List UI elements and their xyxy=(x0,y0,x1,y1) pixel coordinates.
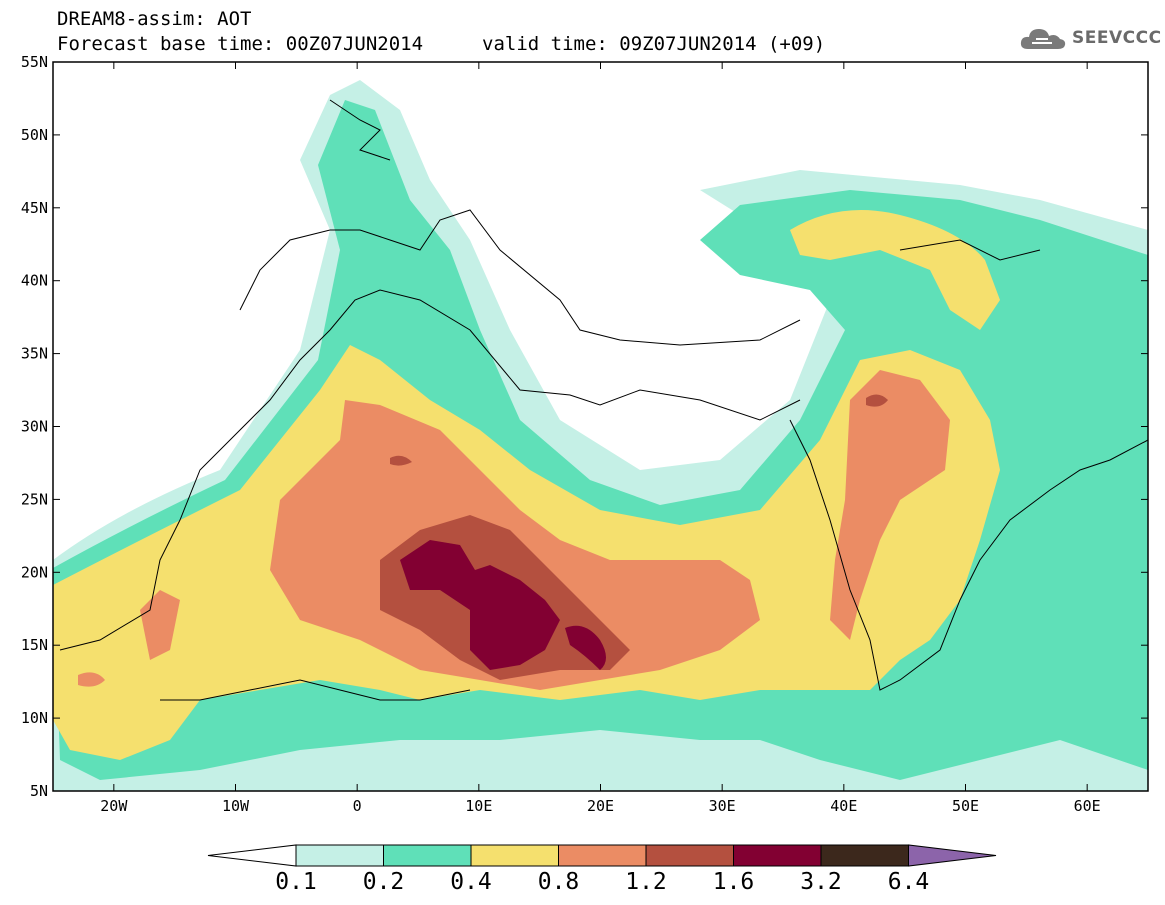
colorbar-label: 3.2 xyxy=(800,869,842,895)
y-tick-label: 35N xyxy=(21,345,48,363)
colorbar-over-arrow xyxy=(908,844,997,867)
x-tick-label: 30E xyxy=(709,797,736,815)
colorbar xyxy=(207,844,997,867)
colorbar-label: 0.2 xyxy=(362,869,405,895)
colorbar-swatch xyxy=(645,844,734,867)
colorbar-label: 6.4 xyxy=(887,869,930,895)
colorbar-label: 1.6 xyxy=(712,869,755,895)
y-tick-label: 20N xyxy=(21,563,48,581)
colorbar-swatch xyxy=(558,844,647,867)
cloud-icon xyxy=(1020,29,1066,49)
colorbar-swatch xyxy=(820,844,909,867)
y-tick-label: 50N xyxy=(21,126,48,144)
colorbar-swatch xyxy=(470,844,559,867)
colorbar-label: 1.2 xyxy=(625,869,667,895)
colorbar-swatch xyxy=(733,844,822,867)
valid-time: valid time: 09Z07JUN2014 (+09) xyxy=(482,33,826,55)
x-tick-label: 10E xyxy=(465,797,492,815)
colorbar-swatch xyxy=(295,844,384,867)
coastlines xyxy=(59,99,1148,701)
x-tick-label: 10W xyxy=(222,797,250,815)
x-tick-label: 40E xyxy=(830,797,857,815)
x-tick-label: 0 xyxy=(353,797,362,815)
x-tick-label: 60E xyxy=(1074,797,1101,815)
y-tick-label: 5N xyxy=(30,782,48,800)
y-tick-label: 55N xyxy=(21,53,48,71)
y-tick-label: 30N xyxy=(21,418,48,436)
y-tick-label: 10N xyxy=(21,709,48,727)
y-tick-label: 15N xyxy=(21,636,48,654)
aot-field xyxy=(53,80,1148,791)
logo-text: SEEVCCC xyxy=(1072,28,1162,48)
x-tick-label: 50E xyxy=(952,797,979,815)
y-tick-label: 40N xyxy=(21,272,48,290)
forecast-base-time: Forecast base time: 00Z07JUN2014 xyxy=(57,33,424,55)
colorbar-swatch xyxy=(383,844,472,867)
x-tick-label: 20W xyxy=(100,797,128,815)
x-axis: 20W 10W 0 10E 20E 30E 40E 50E 60E xyxy=(100,62,1101,815)
map-title: DREAM8-assim: AOT xyxy=(57,8,252,30)
colorbar-under-arrow xyxy=(207,844,297,867)
y-tick-label: 25N xyxy=(21,490,48,508)
colorbar-label: 0.1 xyxy=(275,869,317,895)
x-tick-label: 20E xyxy=(587,797,614,815)
colorbar-label: 0.8 xyxy=(537,869,580,895)
colorbar-label: 0.4 xyxy=(450,869,492,895)
seevccc-logo: SEEVCCC xyxy=(1018,23,1162,53)
y-axis: 55N 50N 45N 40N 35N 30N 25N 20N 15N 10N 5N xyxy=(21,53,1148,800)
y-tick-label: 45N xyxy=(21,199,48,217)
